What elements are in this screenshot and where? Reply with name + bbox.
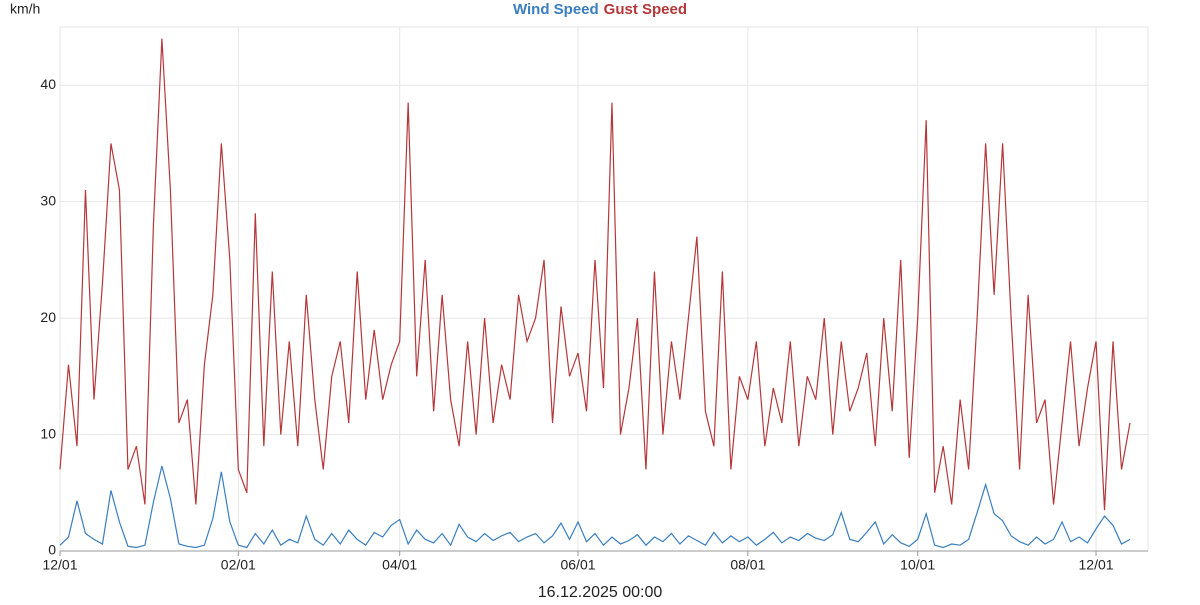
x-tick-label: 10/01 (900, 557, 935, 573)
plot-frame (59, 26, 1149, 552)
x-tick-label: 12/01 (42, 557, 77, 573)
x-tick-label: 08/01 (730, 557, 765, 573)
y-tick-label: 40 (40, 76, 56, 92)
x-tick-label: 04/01 (382, 557, 417, 573)
y-tick-label: 30 (40, 192, 56, 208)
x-tick-label: 06/01 (560, 557, 595, 573)
y-tick-label: 0 (48, 542, 56, 558)
series-line (59, 465, 1131, 549)
y-tick-label: 10 (40, 425, 56, 441)
x-axis-title: 16.12.2025 00:00 (538, 584, 663, 600)
x-tick-label: 02/01 (221, 557, 256, 573)
y-axis-unit: km/h (10, 1, 40, 17)
x-tick-label: 12/01 (1079, 557, 1114, 573)
legend-entry: Wind Speed (513, 1, 599, 18)
legend-entry: Gust Speed (604, 1, 687, 18)
legend: Wind Speed Gust Speed (513, 1, 687, 18)
series-line (59, 38, 1131, 511)
y-tick-label: 20 (40, 309, 56, 325)
